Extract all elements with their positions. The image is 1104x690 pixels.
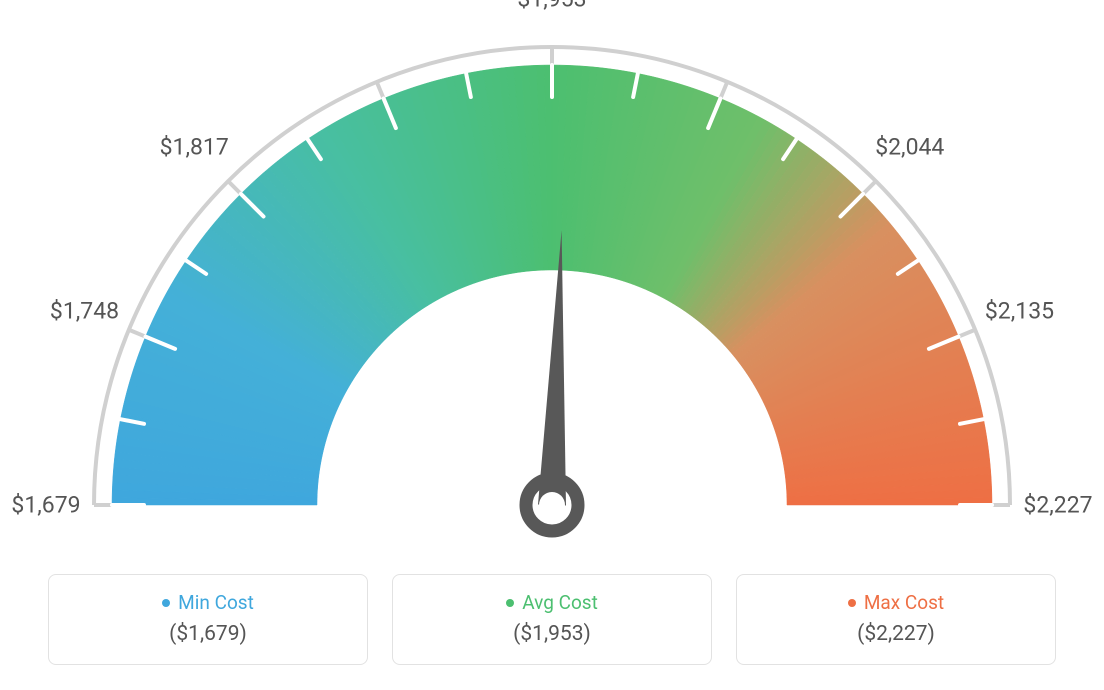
- chart-container: $1,679 $1,748 $1,817 $1,953 $2,044 $2,135 $2,2…: [0, 0, 1104, 690]
- legend-box-min: Min Cost ($1,679): [48, 574, 368, 665]
- legend-row: Min Cost ($1,679) Avg Cost ($1,953) Max …: [0, 574, 1104, 665]
- legend-dot-max: [848, 599, 856, 607]
- gauge-tick-label: $2,135: [985, 298, 1054, 325]
- legend-label-avg: Avg Cost: [522, 591, 598, 614]
- legend-label-row: Max Cost: [757, 591, 1035, 614]
- gauge-needle: [538, 230, 566, 505]
- legend-value-avg: ($1,953): [413, 622, 691, 646]
- legend-box-max: Max Cost ($2,227): [736, 574, 1056, 665]
- gauge-tick-label: $1,679: [11, 492, 80, 519]
- legend-label-max: Max Cost: [864, 591, 944, 614]
- legend-label-min: Min Cost: [178, 591, 254, 614]
- gauge-tick-label: $2,227: [1023, 492, 1092, 519]
- gauge-tick-label: $2,044: [875, 134, 944, 161]
- gauge-chart: $1,679 $1,748 $1,817 $1,953 $2,044 $2,135 $2,2…: [0, 0, 1104, 540]
- legend-box-avg: Avg Cost ($1,953): [392, 574, 712, 665]
- legend-dot-avg: [506, 599, 514, 607]
- legend-label-row: Avg Cost: [413, 591, 691, 614]
- gauge-needle-hub-inner: [539, 492, 565, 518]
- gauge-tick-label: $1,953: [517, 0, 586, 13]
- legend-label-row: Min Cost: [69, 591, 347, 614]
- gauge-tick-label: $1,817: [160, 134, 229, 161]
- gauge-tick-label: $1,748: [50, 298, 119, 325]
- gauge-svg: [0, 0, 1104, 540]
- legend-value-min: ($1,679): [69, 622, 347, 646]
- legend-value-max: ($2,227): [757, 622, 1035, 646]
- legend-dot-min: [162, 599, 170, 607]
